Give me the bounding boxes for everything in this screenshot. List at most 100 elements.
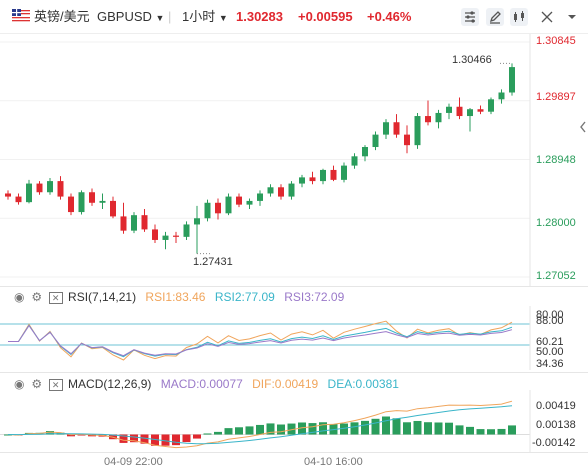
fullscreen-button[interactable] — [538, 8, 556, 26]
candle-body — [120, 216, 127, 231]
candle-body — [173, 235, 179, 237]
candle-body — [456, 106, 463, 117]
candle-body — [183, 224, 190, 237]
macd-histogram-bar — [497, 428, 506, 435]
macd-chart[interactable] — [0, 390, 588, 452]
macd-line — [7, 400, 513, 449]
time-tick: 04-09 22:00 — [104, 456, 163, 468]
macd-histogram-bar — [151, 434, 159, 446]
candle-body — [246, 200, 253, 205]
candle-body — [162, 235, 169, 240]
candle-body — [435, 112, 442, 123]
macd-histogram-bar — [119, 434, 128, 443]
macd-histogram-bar — [466, 426, 474, 435]
macd-histogram-bar — [382, 416, 390, 435]
candle-body — [36, 183, 43, 193]
macd-histogram-bar — [424, 422, 432, 435]
macd-histogram-bar — [256, 424, 264, 435]
macd-histogram-bar — [277, 424, 285, 435]
price-change: +0.00595 — [298, 9, 353, 24]
interval-selector[interactable]: 1小时 ▼ — [182, 8, 228, 27]
symbol-selector[interactable]: GBPUSD ▼ — [97, 8, 164, 27]
macd-histogram-bar — [392, 418, 401, 435]
symbol-name: 英镑/美元 — [34, 9, 90, 24]
macd-title: MACD(12,26,9) — [68, 377, 152, 391]
rsi-tick: 34.36 — [536, 358, 564, 370]
rsi2-value: RSI2:77.09 — [214, 290, 275, 304]
candle-body — [26, 183, 32, 203]
macd-histogram-bar — [266, 423, 275, 435]
macd-legend: ◉ ⚙ ✕ MACD(12,26,9) MACD:0.00077 DIF:0.0… — [14, 377, 399, 391]
rsi-chart[interactable] — [0, 306, 588, 370]
price-chart[interactable] — [0, 34, 588, 286]
macd-histogram-bar — [445, 422, 453, 435]
candle-body — [404, 134, 410, 146]
candle-body — [15, 196, 22, 203]
pane-divider — [0, 372, 588, 373]
caret-down-icon — [568, 15, 576, 19]
candle-body — [99, 200, 106, 203]
macd-histogram-bar — [46, 431, 54, 435]
rsi-title: RSI(7,14,21) — [68, 290, 137, 304]
candle-body — [267, 187, 274, 194]
macd-histogram-bar — [182, 434, 191, 443]
candle-body — [288, 183, 295, 197]
chart-type-button[interactable] — [510, 8, 528, 26]
macd-histogram-bar — [413, 420, 422, 435]
candle-body — [309, 177, 316, 182]
indicator-settings-button[interactable] — [461, 8, 479, 26]
pane-divider — [0, 286, 588, 287]
gear-icon[interactable]: ⚙ — [31, 290, 43, 304]
candle-body — [467, 109, 473, 117]
macd-histogram-bar — [140, 434, 149, 444]
dea-value: DEA:0.00381 — [327, 377, 399, 391]
candle-body — [47, 181, 53, 193]
price-tick: 1.28000 — [536, 217, 576, 229]
price-tick: 1.29897 — [536, 91, 576, 103]
macd-histogram-bar — [67, 434, 75, 437]
macd-histogram-bar — [319, 422, 327, 435]
chevron-left-icon — [580, 121, 586, 133]
candle-body — [204, 202, 211, 219]
candle-body — [152, 229, 158, 240]
chevron-down-icon: ▼ — [155, 13, 165, 23]
macd-histogram-bar — [476, 429, 485, 435]
macd-histogram-bar — [287, 423, 296, 435]
macd-histogram-bar — [77, 434, 86, 436]
price-tick: 1.27052 — [536, 270, 576, 282]
macd-histogram-bar — [193, 434, 201, 439]
macd-histogram-bar — [130, 434, 138, 443]
candle-body — [278, 187, 284, 197]
macd-histogram-bar — [350, 422, 359, 435]
macd-histogram-bar — [172, 434, 180, 446]
candle-body — [509, 67, 515, 93]
more-button[interactable] — [563, 8, 581, 26]
collapse-panel-button[interactable] — [578, 112, 588, 142]
candle-body — [330, 169, 337, 180]
draw-tool-button[interactable] — [486, 8, 504, 26]
chart-header: 英镑/美元 GBPUSD ▼ | 1小时 ▼ 1.30283 +0.00595 … — [0, 0, 588, 34]
macd-histogram-bar — [224, 428, 233, 435]
candle-body — [383, 122, 389, 135]
eye-icon[interactable]: ◉ — [14, 290, 25, 304]
high-price-label: 1.30466 — [452, 54, 492, 66]
candle-body — [362, 147, 368, 157]
macd-histogram-bar — [403, 422, 411, 435]
gear-icon[interactable]: ⚙ — [31, 377, 43, 391]
close-icon[interactable]: ✕ — [48, 292, 63, 304]
candle-body — [89, 192, 95, 203]
candle-body — [225, 196, 232, 214]
candle-body — [341, 165, 347, 180]
candle-body — [131, 215, 137, 231]
macd-tick: -0.00142 — [532, 437, 576, 449]
candle-body — [446, 106, 452, 113]
rsi-tick: 88.00 — [536, 315, 564, 327]
expand-icon — [541, 11, 553, 23]
time-tick: 04-10 16:00 — [304, 456, 363, 468]
rsi3-value: RSI3:72.09 — [284, 290, 345, 304]
rsi1-value: RSI1:83.46 — [145, 290, 206, 304]
macd-histogram-bar — [4, 434, 12, 436]
macd-histogram-bar — [214, 431, 222, 435]
eye-icon[interactable]: ◉ — [14, 377, 25, 391]
candle-body — [5, 193, 11, 197]
